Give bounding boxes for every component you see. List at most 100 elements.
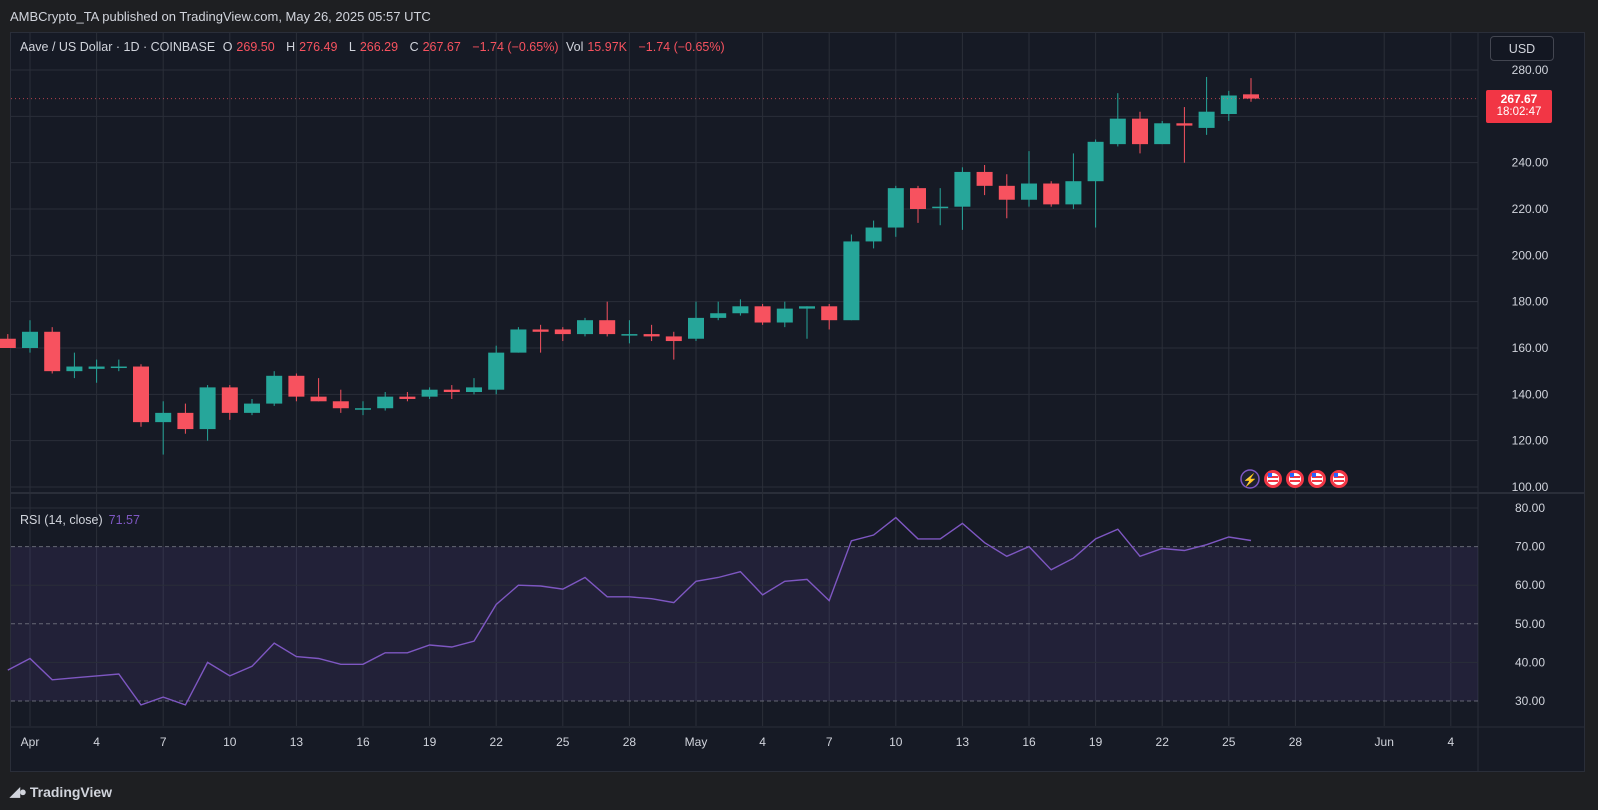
time-axis-label: 10 <box>889 735 903 749</box>
ohlc-open: O 269.50 <box>222 40 275 54</box>
candle-body[interactable] <box>1220 95 1237 115</box>
candle-body[interactable] <box>998 185 1015 200</box>
rsi-value: 71.57 <box>108 513 140 527</box>
us-flag-canton-icon <box>1312 473 1316 477</box>
candle-body[interactable] <box>355 408 371 410</box>
us-flag-canton-icon <box>1290 473 1294 477</box>
candle-body[interactable] <box>510 329 527 353</box>
time-axis-label: 25 <box>556 735 570 749</box>
candle-body[interactable] <box>0 338 16 348</box>
candle-body[interactable] <box>66 366 83 372</box>
price-axis-label: 240.00 <box>1512 156 1549 170</box>
candle-body[interactable] <box>421 389 438 397</box>
candle-body[interactable] <box>665 336 682 342</box>
candle-body[interactable] <box>1243 94 1259 99</box>
lightning-event-icon[interactable] <box>1240 469 1260 489</box>
candle-body[interactable] <box>599 320 616 335</box>
price-axis-label: 280.00 <box>1512 63 1549 77</box>
ohlc-low: L 266.29 <box>348 40 399 54</box>
us-flag-stripe-icon <box>1268 480 1278 482</box>
candle-body[interactable] <box>1176 123 1193 126</box>
price-axis-label: 200.00 <box>1512 248 1549 262</box>
candle-body[interactable] <box>44 331 61 372</box>
candle-body[interactable] <box>710 313 727 318</box>
ohlc-high: H 276.49 <box>286 40 338 54</box>
price-pane[interactable] <box>11 33 1478 492</box>
candle-body[interactable] <box>577 320 593 335</box>
candle-body[interactable] <box>399 396 416 399</box>
candle-body[interactable] <box>221 387 238 413</box>
candle-body[interactable] <box>1132 118 1148 145</box>
symbol-label[interactable]: Aave / US Dollar · 1D · COINBASE <box>20 40 216 54</box>
candle-body[interactable] <box>377 396 394 409</box>
candle-body[interactable] <box>155 412 172 423</box>
rsi-band <box>11 546 1478 701</box>
candle-body[interactable] <box>621 334 638 336</box>
candle-body[interactable] <box>910 188 926 209</box>
candle-body[interactable] <box>22 331 38 348</box>
candle-body[interactable] <box>199 387 216 430</box>
candle-body[interactable] <box>332 401 349 409</box>
time-axis-label: 28 <box>623 735 637 749</box>
candle-body[interactable] <box>244 403 260 413</box>
candle-body[interactable] <box>754 306 771 323</box>
candle-body[interactable] <box>1154 123 1171 145</box>
rsi-axis-label: 50.00 <box>1515 617 1545 631</box>
rsi-legend[interactable]: RSI (14, close) 71.57 <box>20 513 140 527</box>
candle-body[interactable] <box>1043 183 1060 205</box>
candle-body[interactable] <box>932 206 949 209</box>
time-axis-label: 10 <box>223 735 237 749</box>
time-axis-label: 22 <box>1156 735 1170 749</box>
candle-body[interactable] <box>887 188 904 228</box>
candle-body[interactable] <box>88 366 105 369</box>
candle-body[interactable] <box>643 334 660 337</box>
rsi-axis-label: 30.00 <box>1515 694 1545 708</box>
price-axis-label: 160.00 <box>1512 341 1549 355</box>
candle-body[interactable] <box>1065 181 1082 205</box>
candle-body[interactable] <box>443 389 460 393</box>
tradingview-brand[interactable]: ◢● TradingView <box>10 784 112 800</box>
candle-body[interactable] <box>1021 183 1037 200</box>
candle-body[interactable] <box>688 317 704 339</box>
candle-body[interactable] <box>732 306 749 314</box>
candle-body[interactable] <box>954 171 971 207</box>
price-axis-label: 120.00 <box>1512 434 1549 448</box>
last-price-tag: 267.67 18:02:47 <box>1486 90 1552 123</box>
candle-body[interactable] <box>865 227 882 242</box>
bar-countdown: 18:02:47 <box>1496 106 1542 118</box>
candle-body[interactable] <box>843 241 860 321</box>
time-axis-label: 19 <box>1089 735 1103 749</box>
tradingview-logo-icon: ◢● <box>10 784 27 799</box>
time-axis-label: 16 <box>356 735 370 749</box>
candle-body[interactable] <box>266 375 283 404</box>
price-axis-label: 140.00 <box>1512 387 1549 401</box>
candle-body[interactable] <box>466 387 482 393</box>
rsi-axis-label: 40.00 <box>1515 655 1545 669</box>
candle-body[interactable] <box>310 396 327 402</box>
rsi-pane[interactable] <box>11 494 1478 726</box>
candle-body[interactable] <box>976 171 993 186</box>
volume: Vol 15.97K <box>565 40 627 54</box>
candle-body[interactable] <box>532 329 549 332</box>
time-axis-label: 7 <box>160 735 167 749</box>
candle-body[interactable] <box>288 375 305 397</box>
candle-body[interactable] <box>133 366 149 423</box>
candle-body[interactable] <box>776 308 793 323</box>
currency-button[interactable]: USD <box>1490 36 1554 61</box>
candle-body[interactable] <box>110 366 127 369</box>
time-axis-label: Jun <box>1375 735 1394 749</box>
candle-body[interactable] <box>554 329 571 335</box>
candle-body[interactable] <box>1198 111 1215 128</box>
candle-body[interactable] <box>1087 141 1104 182</box>
price-axis-label: 100.00 <box>1512 480 1549 494</box>
rsi-line[interactable] <box>7 516 1252 706</box>
volume-change: −1.74 (−0.65%) <box>638 40 725 54</box>
ohlc-close: C 267.67 <box>409 40 461 54</box>
candle-body[interactable] <box>488 352 505 390</box>
candle-body[interactable] <box>1109 118 1126 145</box>
candle-body[interactable] <box>799 306 815 309</box>
candle-body[interactable] <box>177 412 194 430</box>
candle-body[interactable] <box>821 306 838 321</box>
us-flag-stripe-icon <box>1290 476 1300 478</box>
